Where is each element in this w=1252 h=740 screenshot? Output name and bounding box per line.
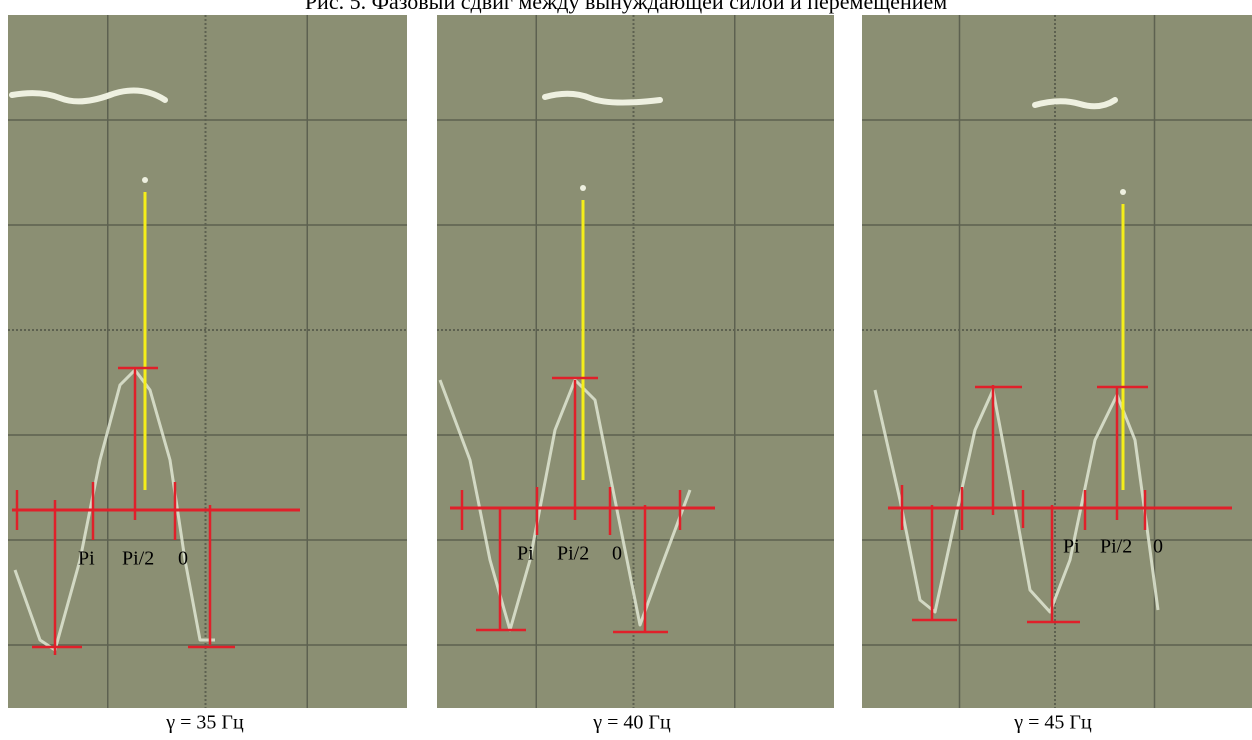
phase-label: 0 bbox=[612, 543, 622, 565]
force-trace bbox=[9, 87, 168, 105]
phase-label: Pi bbox=[78, 548, 95, 570]
trace-dot bbox=[580, 185, 586, 191]
trace-dot bbox=[142, 177, 148, 183]
displacement-trace bbox=[13, 368, 215, 652]
phase-label: 0 bbox=[1153, 536, 1163, 558]
phase-label: Pi/2 bbox=[122, 548, 154, 570]
displacement-trace bbox=[438, 378, 692, 632]
oscilloscope-photo bbox=[862, 15, 1252, 708]
panel-caption: γ = 45 Гц bbox=[1013, 712, 1092, 734]
phase-label: Pi/2 bbox=[557, 543, 589, 565]
phase-label: Pi bbox=[517, 543, 534, 565]
panel-caption: γ = 35 Гц bbox=[165, 712, 244, 734]
phase-label: 0 bbox=[178, 548, 188, 570]
oscilloscope-photo bbox=[437, 15, 834, 708]
phase-label: Pi bbox=[1063, 536, 1080, 558]
figure-title: Рис. 5. Фазовый сдвиг между вынуждающей … bbox=[305, 0, 947, 14]
displacement-trace bbox=[873, 388, 1160, 614]
oscilloscope-photo bbox=[8, 15, 407, 708]
panel-caption: γ = 40 Гц bbox=[592, 712, 671, 734]
trace-dot bbox=[1120, 189, 1126, 195]
phase-label: Pi/2 bbox=[1100, 536, 1132, 558]
force-trace bbox=[542, 90, 663, 106]
force-trace bbox=[1032, 97, 1118, 110]
